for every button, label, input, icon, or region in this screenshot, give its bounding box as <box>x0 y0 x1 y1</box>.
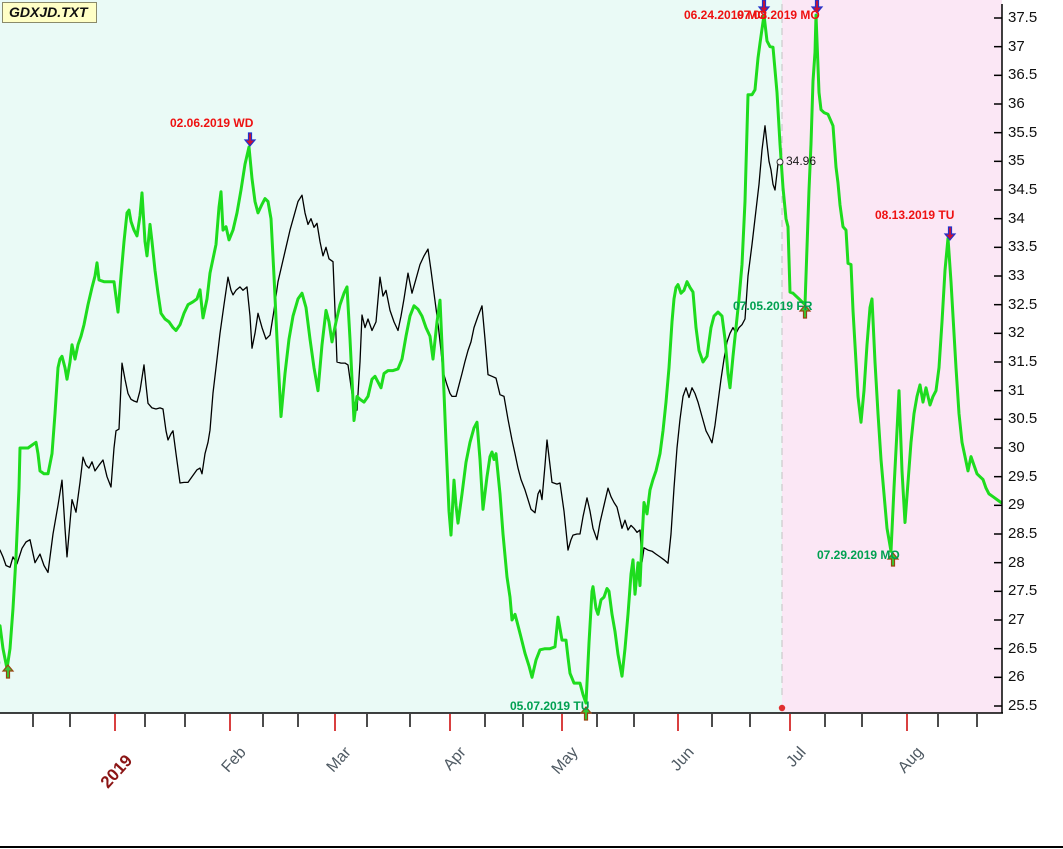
plot-background-right <box>782 0 1002 713</box>
trough-up-arrow-icon <box>579 706 593 721</box>
black-price-line <box>0 125 779 574</box>
divider-marker-dot <box>778 704 786 712</box>
trough-up-arrow-icon <box>886 552 900 567</box>
trough-up-arrow-icon <box>1 664 15 679</box>
symbol-title-box[interactable]: GDXJD.TXT <box>2 2 97 23</box>
peak-down-arrow-icon <box>757 0 771 14</box>
symbol-title-label: GDXJD.TXT <box>9 4 88 20</box>
green-price-line <box>0 13 1003 705</box>
peak-down-arrow-icon <box>810 0 824 14</box>
peak-down-arrow-icon <box>243 132 257 147</box>
last-price-dot <box>776 158 784 166</box>
window-bottom-border <box>0 846 1063 848</box>
peak-down-arrow-icon <box>943 226 957 241</box>
plot-background-left <box>0 0 782 713</box>
trough-up-arrow-icon <box>798 304 812 319</box>
